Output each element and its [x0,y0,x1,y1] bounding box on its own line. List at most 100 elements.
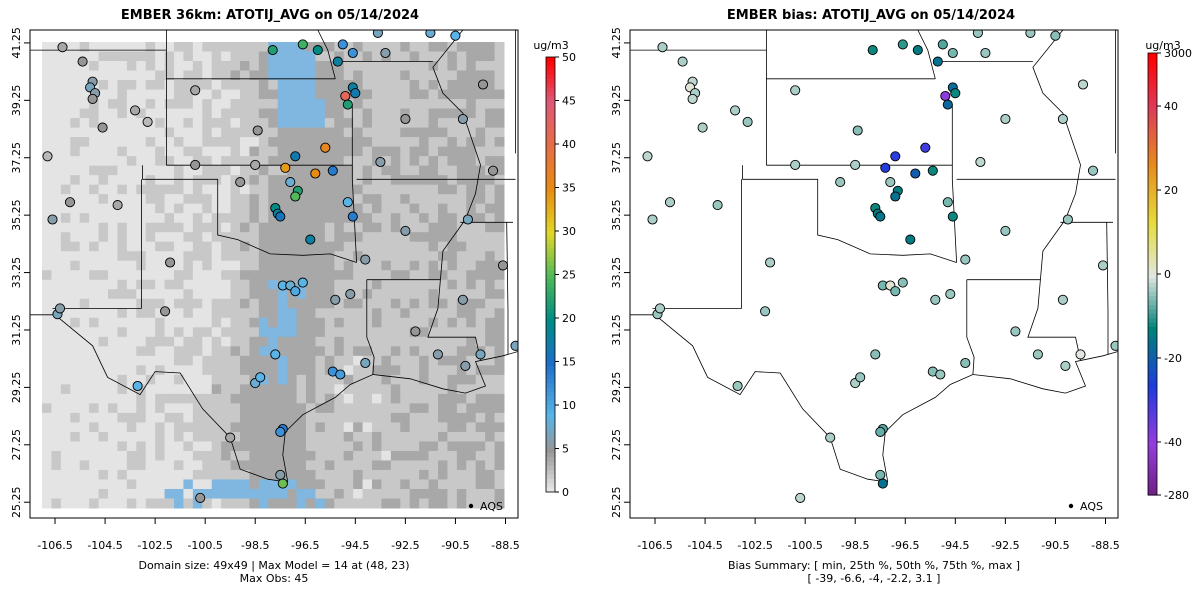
grid-cell [485,203,496,214]
grid-cell [136,412,147,423]
grid-cell [381,431,392,442]
grid-cell [381,384,392,395]
grid-cell [258,336,269,347]
grid-cell [353,384,364,395]
grid-cell [353,317,364,328]
grid-cell [98,108,109,119]
grid-cell [315,431,326,442]
grid-cell [70,279,81,290]
grid-cell [42,241,52,252]
grid-cell [249,146,260,157]
colorbar-swatch [546,291,555,297]
grid-cell [372,108,382,119]
station-marker-obs [360,357,371,369]
grid-cell [174,241,184,252]
grid-cell [456,127,467,138]
grid-cell [438,137,448,148]
grid-cell [400,203,411,214]
station-marker-bias [1010,326,1021,337]
grid-cell [362,165,373,176]
grid-cell [98,241,109,252]
grid-cell [211,393,222,404]
grid-cell [164,441,175,452]
grid-cell [183,51,194,62]
colorbar-swatch [1148,176,1157,182]
grid-cell [108,365,118,376]
grid-cell [400,488,411,499]
state-border [966,279,975,375]
grid-cell [108,422,118,433]
grid-cell [466,165,477,176]
grid-cell [277,175,288,186]
station-marker-bias [855,372,866,383]
grid-cell [89,61,100,72]
grid-cell [60,431,71,442]
colorbar-swatch [1148,163,1157,169]
grid-cell [79,279,90,290]
grid-cell [240,175,250,186]
grid-cell [400,175,411,186]
grid-cell [108,270,118,281]
grid-cell [70,403,81,414]
colorbar-swatch [546,431,555,437]
colorbar-swatch [546,357,555,363]
grid-cell [438,488,448,499]
grid-cell [268,118,279,129]
grid-cell [390,51,401,62]
grid-cell [60,498,71,509]
grid-cell [230,479,241,490]
grid-cell [390,355,401,366]
grid-cell [249,194,260,205]
grid-cell [447,317,458,328]
grid-cell [400,393,411,404]
grid-cell [202,441,213,452]
grid-cell [485,393,496,404]
grid-cell [79,213,90,224]
grid-cell [108,346,118,357]
grid-cell [485,308,496,319]
grid-cell [456,441,467,452]
grid-cell [372,146,382,157]
grid-cell [277,384,288,395]
grid-cell [419,298,430,309]
grid-cell [221,184,232,195]
colorbar-swatch [1148,490,1157,496]
grid-cell [70,260,81,271]
colorbar-swatch [1148,88,1157,94]
grid-cell [315,374,326,385]
grid-cell [258,469,269,480]
grid-cell [117,61,128,72]
grid-cell [475,460,486,471]
grid-cell [51,346,62,357]
grid-cell [211,146,222,157]
grid-cell [117,365,128,376]
grid-cell [51,460,62,471]
station-marker-obs [130,105,141,116]
grid-cell [60,365,71,376]
grid-cell [456,175,467,186]
grid-cell [485,488,496,499]
grid-cell [466,498,477,509]
grid-cell [183,156,194,167]
grid-cell [60,346,71,357]
grid-cell [249,137,260,148]
grid-cell [419,308,430,319]
grid-cell [98,469,109,480]
grid-cell [306,422,316,433]
grid-cell [409,241,420,252]
grid-cell [155,298,166,309]
grid-cell [494,450,505,461]
grid-cell [89,251,100,262]
grid-cell [183,42,194,53]
grid-cell [296,146,307,157]
grid-cell [296,488,307,499]
grid-cell [230,374,241,385]
grid-cell [475,175,486,186]
colorbar-swatch [546,135,555,141]
grid-cell [230,251,241,262]
grid-cell [202,336,213,347]
grid-cell [89,289,100,300]
grid-cell [296,194,307,205]
grid-cell [145,99,156,110]
grid-cell [485,260,496,271]
